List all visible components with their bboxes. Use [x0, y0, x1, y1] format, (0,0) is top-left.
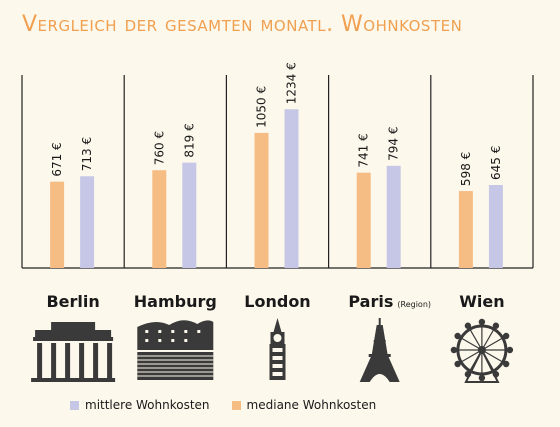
- category-label: Berlin: [46, 292, 99, 311]
- big-ben-icon: [269, 318, 286, 380]
- chart-title: Vergleich der gesamten monatl. Wohnkoste…: [22, 12, 463, 37]
- data-label: 645 €: [489, 146, 503, 180]
- category-label: Wien: [459, 292, 504, 311]
- bar-mean-wien: [488, 185, 503, 268]
- bar-mean-paris: [386, 165, 401, 268]
- bar-mean-hamburg: [182, 162, 197, 268]
- legend-swatch-median: [231, 400, 241, 410]
- bar-mean-london: [284, 109, 299, 268]
- bar-median-paris: [356, 172, 371, 268]
- bar-median-hamburg: [152, 170, 167, 268]
- bar-median-berlin: [50, 181, 65, 268]
- brandenburg-gate-icon: [31, 322, 116, 382]
- data-label: 1050 €: [255, 86, 269, 128]
- legend: mittlere Wohnkosten mediane Wohnkosten: [70, 398, 376, 412]
- legend-swatch-mean: [70, 400, 79, 410]
- data-label: 598 €: [459, 152, 473, 186]
- category-suffix: (Region): [397, 300, 431, 309]
- data-label: 794 €: [387, 126, 401, 160]
- legend-item-median: mediane Wohnkosten: [231, 398, 377, 412]
- data-label: 1234 €: [285, 62, 299, 104]
- data-label: 713 €: [80, 137, 94, 171]
- data-label: 671 €: [50, 142, 64, 176]
- legend-label-mean: mittlere Wohnkosten: [85, 398, 210, 412]
- category-label: Paris (Region): [348, 292, 431, 311]
- eiffel-tower-icon: [359, 318, 400, 382]
- bar-median-wien: [458, 191, 473, 268]
- bar-mean-berlin: [80, 176, 95, 268]
- category-label: London: [244, 292, 310, 311]
- elbphilharmonie-icon: [137, 320, 214, 380]
- data-label: 741 €: [357, 133, 371, 167]
- legend-item-mean: mittlere Wohnkosten: [70, 398, 210, 412]
- category-label: Hamburg: [134, 292, 217, 311]
- bar-median-london: [254, 132, 269, 268]
- legend-label-median: mediane Wohnkosten: [246, 398, 377, 412]
- data-label: 760 €: [152, 131, 166, 165]
- ferris-wheel-icon: [450, 318, 514, 383]
- data-label: 819 €: [182, 123, 196, 157]
